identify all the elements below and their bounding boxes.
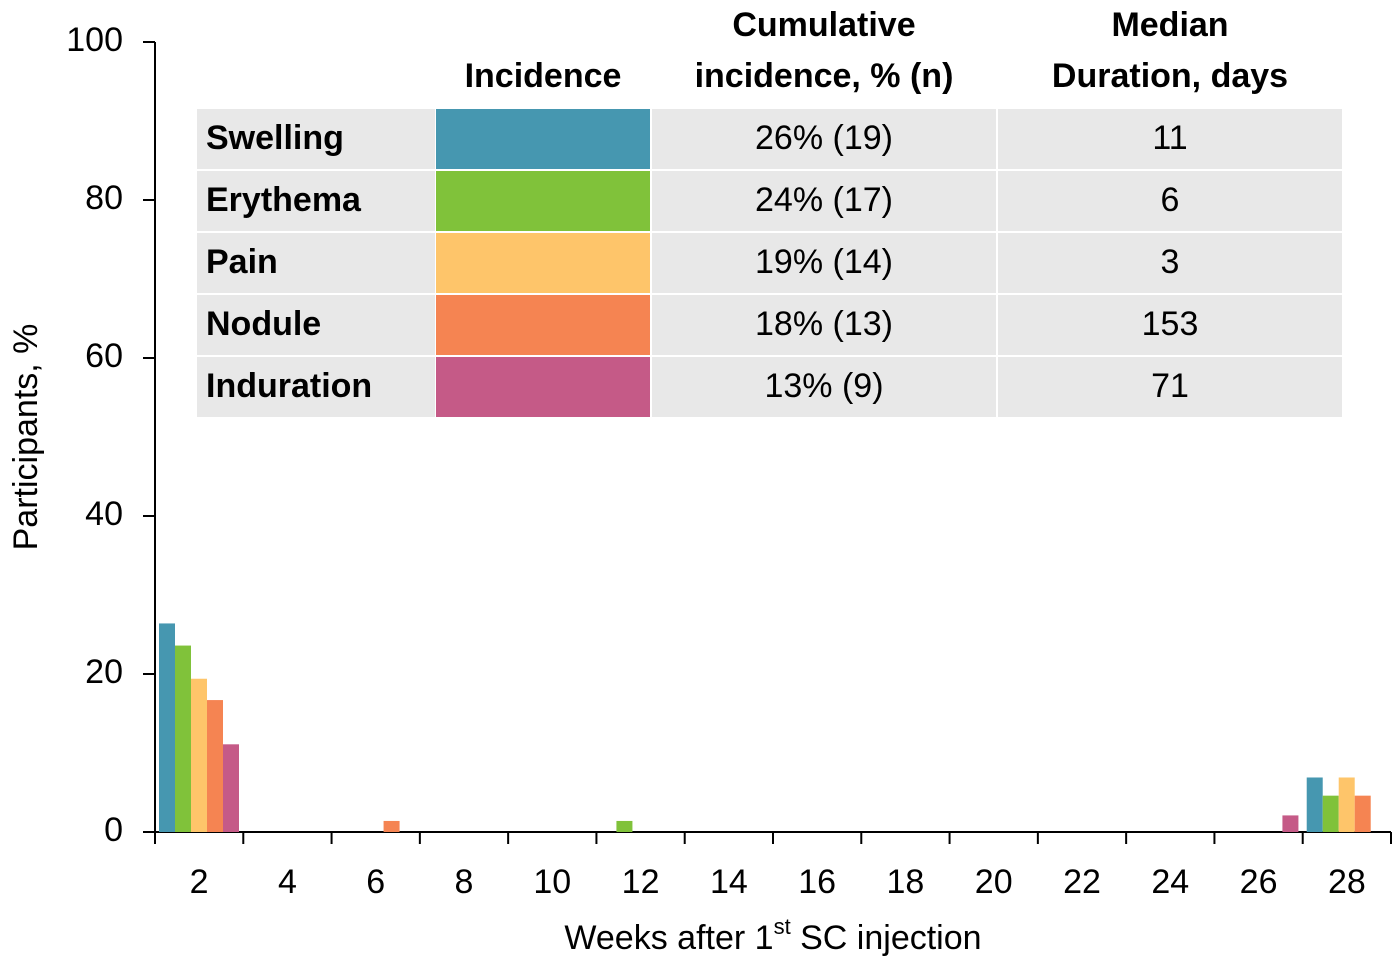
x-tick-label: 28 bbox=[1328, 863, 1366, 901]
x-tick-label: 24 bbox=[1151, 863, 1189, 901]
x-tick-label: 4 bbox=[278, 863, 297, 901]
table-header: Incidence bbox=[465, 57, 622, 95]
legend-label: Swelling bbox=[206, 119, 344, 157]
table-header: Median bbox=[1111, 6, 1228, 44]
table-cell bbox=[998, 357, 1342, 417]
table-cell bbox=[197, 295, 435, 355]
table-cell bbox=[652, 171, 996, 231]
bar bbox=[159, 623, 175, 832]
table-cell bbox=[998, 295, 1342, 355]
x-tick-label: 8 bbox=[455, 863, 474, 901]
table-cell-text: 18% (13) bbox=[755, 305, 893, 343]
table-cell-text: 11 bbox=[1152, 119, 1187, 157]
table-cell bbox=[652, 109, 996, 169]
x-tick-label: 14 bbox=[710, 863, 748, 901]
bar bbox=[207, 700, 223, 832]
x-axis-label-sup: st bbox=[774, 914, 791, 939]
table-cell bbox=[998, 109, 1342, 169]
y-tick-label: 100 bbox=[66, 21, 123, 59]
y-tick-label: 0 bbox=[104, 811, 123, 849]
bar bbox=[1354, 795, 1371, 832]
legend-swatch bbox=[436, 233, 650, 293]
table-cell-text: 13% (9) bbox=[764, 367, 883, 405]
x-axis-label-part: Weeks after 1 bbox=[564, 919, 773, 957]
x-tick-label: 20 bbox=[975, 863, 1013, 901]
table-cell bbox=[652, 295, 996, 355]
legend-swatch bbox=[436, 171, 650, 231]
table-cell bbox=[197, 357, 435, 417]
legend-label: Induration bbox=[206, 367, 372, 405]
table-cell bbox=[652, 233, 996, 293]
bar bbox=[175, 645, 191, 832]
legend-label: Erythema bbox=[206, 181, 362, 219]
y-tick-label: 20 bbox=[85, 653, 123, 691]
table-cell-text: 3 bbox=[1161, 243, 1180, 281]
legend-swatch bbox=[436, 357, 650, 417]
table-cell-text: 24% (17) bbox=[755, 181, 893, 219]
x-tick-label: 6 bbox=[366, 863, 385, 901]
legend-swatch bbox=[436, 109, 650, 169]
bar bbox=[191, 678, 207, 832]
table-header: Duration, days bbox=[1052, 57, 1288, 95]
table-cell bbox=[652, 357, 996, 417]
bar bbox=[616, 820, 633, 832]
x-tick-label: 2 bbox=[190, 863, 209, 901]
table-cell-text: 71 bbox=[1151, 367, 1189, 405]
table-cell-text: 26% (19) bbox=[755, 119, 893, 157]
x-axis-label: Weeks after 1st SC injection bbox=[564, 914, 981, 957]
table-cell bbox=[998, 233, 1342, 293]
y-tick-label: 80 bbox=[85, 179, 123, 217]
table-cell-text: 19% (14) bbox=[755, 243, 893, 281]
table-cell-text: 153 bbox=[1142, 305, 1199, 343]
table-cell bbox=[197, 171, 435, 231]
y-tick-label: 60 bbox=[85, 337, 123, 375]
bar bbox=[1282, 815, 1299, 832]
table-cell bbox=[197, 233, 435, 293]
bar bbox=[1338, 777, 1355, 832]
bar bbox=[1306, 777, 1323, 832]
x-tick-label: 26 bbox=[1240, 863, 1278, 901]
table-header: Cumulative bbox=[732, 6, 915, 44]
legend-label: Nodule bbox=[206, 305, 321, 343]
legend-swatch bbox=[436, 295, 650, 355]
x-tick-label: 22 bbox=[1063, 863, 1101, 901]
table-cell-text: 6 bbox=[1161, 181, 1180, 219]
table-cell bbox=[998, 171, 1342, 231]
x-tick-label: 10 bbox=[533, 863, 571, 901]
y-tick-label: 40 bbox=[85, 495, 123, 533]
bar bbox=[223, 744, 239, 832]
x-tick-label: 16 bbox=[798, 863, 836, 901]
bar bbox=[383, 820, 400, 832]
x-tick-label: 18 bbox=[887, 863, 925, 901]
y-axis-label: Participants, % bbox=[7, 324, 45, 551]
table-header: incidence, % (n) bbox=[695, 57, 954, 95]
bar bbox=[1322, 795, 1339, 832]
x-axis-label-part: SC injection bbox=[791, 919, 982, 957]
table-cell bbox=[197, 109, 435, 169]
x-tick-label: 12 bbox=[622, 863, 660, 901]
legend-label: Pain bbox=[206, 243, 278, 281]
